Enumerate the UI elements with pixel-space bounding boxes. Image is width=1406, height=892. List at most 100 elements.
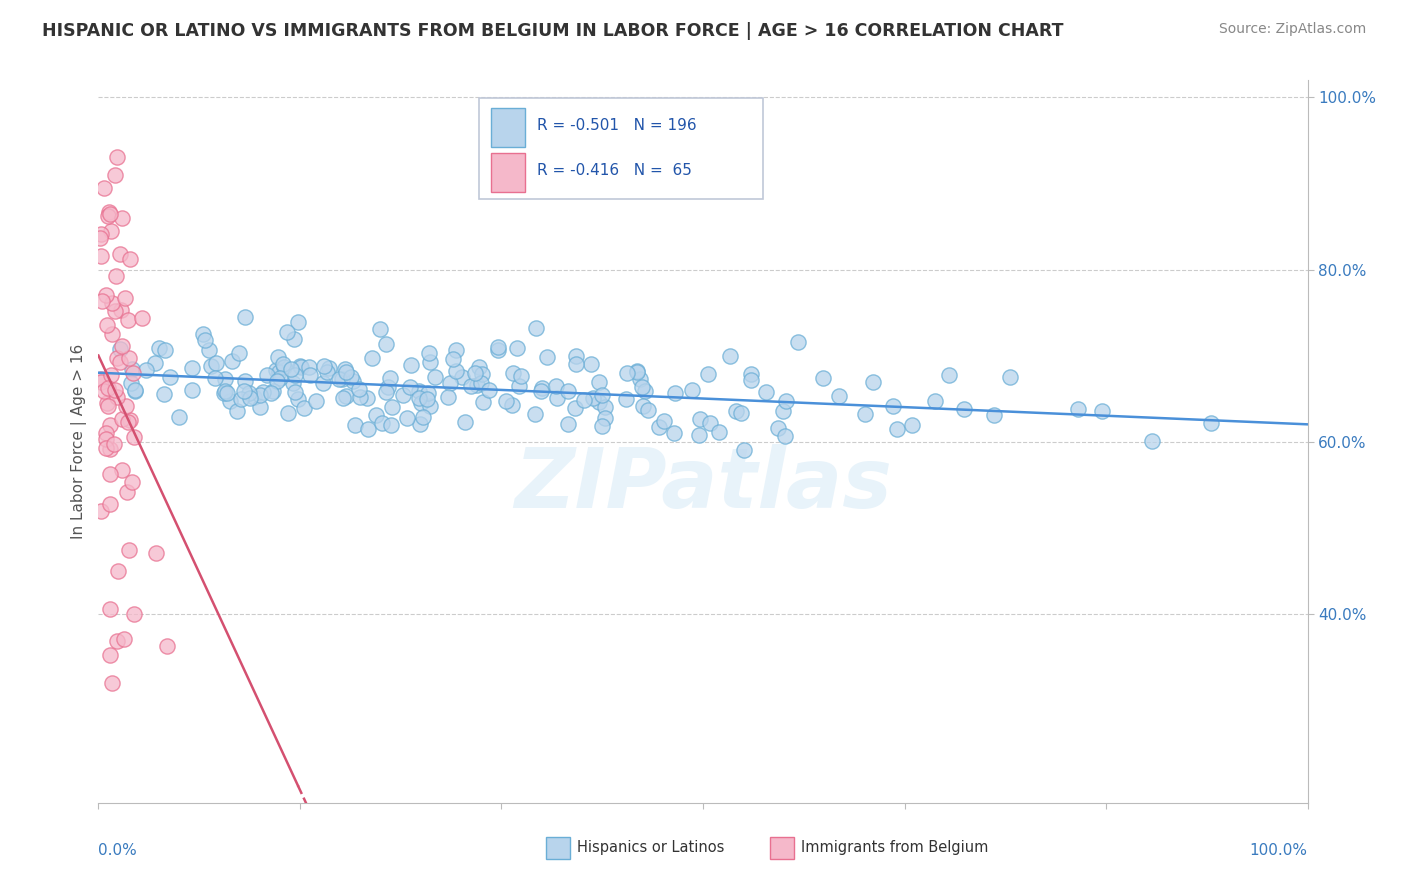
Point <box>159 370 181 384</box>
Point <box>411 396 433 410</box>
Point <box>108 354 131 368</box>
Point <box>953 402 976 417</box>
Point <box>277 406 299 420</box>
FancyBboxPatch shape <box>492 108 526 147</box>
Text: R = -0.501   N = 196: R = -0.501 N = 196 <box>537 119 697 133</box>
Point <box>536 350 558 364</box>
Point <box>145 356 167 370</box>
Point <box>264 362 287 376</box>
FancyBboxPatch shape <box>492 153 526 193</box>
Point <box>418 346 440 360</box>
Point <box>231 392 253 406</box>
Point <box>318 361 340 376</box>
Point <box>634 384 657 398</box>
Point <box>464 366 486 380</box>
Point <box>460 378 482 392</box>
Point <box>401 358 423 372</box>
Point <box>198 343 221 357</box>
Point <box>117 415 139 429</box>
Point <box>408 417 430 431</box>
Point <box>648 420 671 434</box>
Point <box>110 342 132 356</box>
Point <box>235 374 257 388</box>
Point <box>772 403 794 417</box>
Point <box>626 365 648 379</box>
Point <box>104 384 127 398</box>
Point <box>342 374 364 388</box>
Point <box>118 543 141 558</box>
Point <box>181 360 204 375</box>
Point <box>214 372 236 386</box>
Point <box>628 372 651 386</box>
Point <box>664 386 686 401</box>
Point <box>266 350 288 364</box>
Point <box>787 334 810 349</box>
Point <box>96 395 118 409</box>
Point <box>167 410 190 425</box>
Point <box>437 390 460 404</box>
Point <box>557 417 579 431</box>
Point <box>100 224 122 238</box>
Text: Immigrants from Belgium: Immigrants from Belgium <box>801 840 988 855</box>
Point <box>124 384 146 399</box>
FancyBboxPatch shape <box>479 98 763 200</box>
Point <box>288 359 311 374</box>
Point <box>998 369 1021 384</box>
Point <box>124 383 146 397</box>
Point <box>90 375 112 389</box>
Point <box>212 386 235 401</box>
Point <box>122 429 145 443</box>
Point <box>97 381 120 395</box>
Point <box>775 394 797 409</box>
Point <box>1201 416 1223 430</box>
Point <box>366 408 388 422</box>
Point <box>156 639 179 653</box>
Point <box>572 393 595 408</box>
Point <box>637 402 659 417</box>
Point <box>239 392 262 406</box>
Point <box>97 399 120 413</box>
Point <box>225 404 247 418</box>
Point <box>118 413 141 427</box>
Point <box>90 227 112 242</box>
Point <box>333 361 356 376</box>
Point <box>901 418 924 433</box>
Point <box>381 400 404 414</box>
Y-axis label: In Labor Force | Age > 16: In Labor Force | Age > 16 <box>72 344 87 539</box>
Point <box>105 634 128 648</box>
Point <box>357 421 380 435</box>
Point <box>243 390 266 404</box>
Point <box>582 391 605 405</box>
Point <box>98 417 121 432</box>
Point <box>343 417 366 432</box>
Point <box>689 412 711 426</box>
Point <box>96 432 118 446</box>
Point <box>98 467 121 481</box>
Point <box>530 384 553 398</box>
Point <box>451 369 474 384</box>
Point <box>271 357 294 371</box>
Point <box>439 376 461 391</box>
Point <box>256 368 278 382</box>
Point <box>316 365 339 379</box>
Point <box>145 546 167 560</box>
Point <box>131 310 153 325</box>
Point <box>104 304 127 318</box>
Text: HISPANIC OR LATINO VS IMMIGRANTS FROM BELGIUM IN LABOR FORCE | AGE > 16 CORRELAT: HISPANIC OR LATINO VS IMMIGRANTS FROM BE… <box>42 22 1064 40</box>
Point <box>228 346 250 360</box>
Point <box>472 395 495 409</box>
Point <box>588 394 610 409</box>
Point <box>1091 403 1114 417</box>
Point <box>104 268 127 283</box>
Point <box>118 351 141 365</box>
Point <box>395 411 418 425</box>
Point <box>375 337 398 351</box>
Point <box>194 333 217 347</box>
Point <box>283 332 305 346</box>
Point <box>415 392 437 407</box>
Point <box>90 249 112 263</box>
Point <box>564 358 586 372</box>
Point <box>98 648 121 662</box>
Point <box>276 326 298 340</box>
Point <box>378 371 401 385</box>
